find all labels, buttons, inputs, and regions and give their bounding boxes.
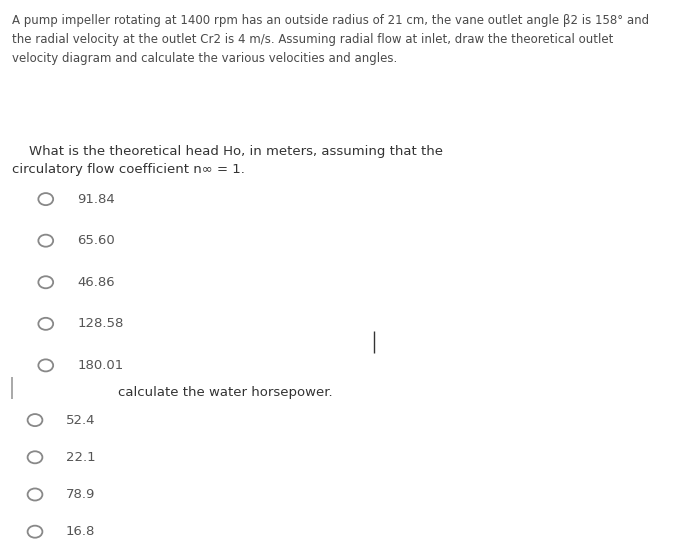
Circle shape (28, 414, 42, 426)
Text: calculate the water horsepower.: calculate the water horsepower. (118, 386, 332, 399)
Text: 22.1: 22.1 (66, 451, 96, 464)
Text: 52.4: 52.4 (66, 414, 96, 427)
Text: 128.58: 128.58 (77, 317, 124, 330)
Circle shape (28, 451, 42, 463)
Circle shape (38, 193, 53, 205)
Text: 91.84: 91.84 (77, 193, 115, 206)
Circle shape (38, 359, 53, 371)
Text: What is the theoretical head Ho, in meters, assuming that the
circulatory flow c: What is the theoretical head Ho, in mete… (12, 145, 443, 176)
Circle shape (38, 235, 53, 247)
Circle shape (28, 526, 42, 538)
Text: 46.86: 46.86 (77, 276, 115, 289)
Text: 180.01: 180.01 (77, 359, 124, 372)
Circle shape (38, 276, 53, 288)
Text: 16.8: 16.8 (66, 525, 96, 538)
Text: 65.60: 65.60 (77, 234, 115, 247)
Circle shape (38, 318, 53, 330)
Circle shape (28, 488, 42, 501)
Text: A pump impeller rotating at 1400 rpm has an outside radius of 21 cm, the vane ou: A pump impeller rotating at 1400 rpm has… (12, 14, 649, 65)
Text: 78.9: 78.9 (66, 488, 96, 501)
